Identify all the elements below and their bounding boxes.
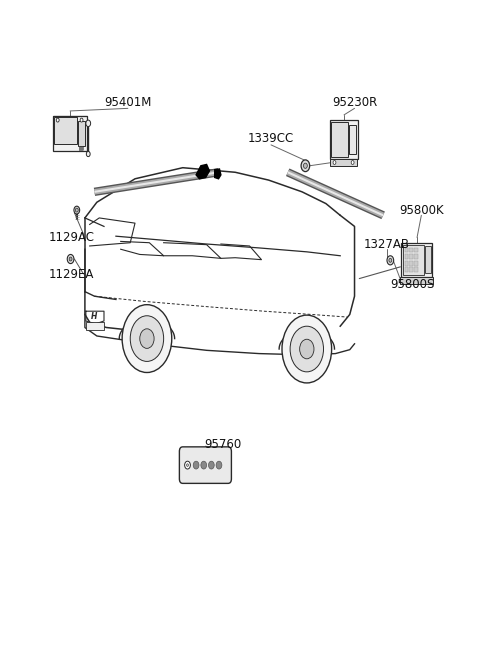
Circle shape bbox=[333, 160, 336, 164]
Circle shape bbox=[122, 305, 172, 373]
Text: 1129AC: 1129AC bbox=[49, 231, 95, 244]
Circle shape bbox=[74, 206, 80, 214]
Text: 95401M: 95401M bbox=[104, 96, 152, 109]
Circle shape bbox=[67, 254, 74, 263]
Bar bbox=[349, 124, 357, 154]
Bar bbox=[403, 245, 424, 274]
Bar bbox=[86, 322, 105, 330]
Text: 95800K: 95800K bbox=[399, 204, 444, 217]
Circle shape bbox=[303, 163, 307, 168]
Bar bbox=[330, 159, 358, 166]
Circle shape bbox=[201, 461, 206, 469]
Bar bbox=[409, 248, 413, 252]
Bar bbox=[414, 267, 418, 272]
Bar bbox=[53, 115, 87, 151]
Circle shape bbox=[208, 461, 214, 469]
Polygon shape bbox=[196, 164, 209, 179]
Bar bbox=[405, 248, 408, 252]
Bar bbox=[54, 117, 77, 143]
Text: H: H bbox=[91, 312, 97, 321]
Text: 95230R: 95230R bbox=[332, 96, 377, 109]
Circle shape bbox=[86, 120, 91, 126]
Bar bbox=[414, 248, 418, 252]
Circle shape bbox=[351, 160, 354, 164]
Circle shape bbox=[300, 339, 314, 359]
Circle shape bbox=[282, 315, 332, 383]
Circle shape bbox=[130, 316, 164, 362]
Bar bbox=[405, 267, 408, 272]
Bar bbox=[331, 122, 348, 157]
Bar bbox=[400, 276, 433, 284]
Circle shape bbox=[387, 255, 394, 265]
Text: 95760: 95760 bbox=[204, 438, 242, 451]
Circle shape bbox=[193, 461, 199, 469]
Bar bbox=[330, 120, 359, 159]
Circle shape bbox=[69, 257, 72, 261]
Circle shape bbox=[389, 258, 392, 262]
Bar bbox=[79, 146, 80, 150]
Circle shape bbox=[86, 151, 90, 157]
Bar bbox=[414, 254, 418, 259]
Bar bbox=[425, 246, 431, 273]
Circle shape bbox=[80, 118, 83, 122]
Text: 1339CC: 1339CC bbox=[248, 132, 294, 145]
Circle shape bbox=[56, 118, 59, 122]
Bar bbox=[409, 267, 413, 272]
Bar bbox=[409, 254, 413, 259]
Circle shape bbox=[187, 464, 189, 466]
Bar bbox=[405, 261, 408, 265]
Circle shape bbox=[290, 326, 324, 372]
Circle shape bbox=[301, 160, 310, 172]
Circle shape bbox=[75, 208, 78, 212]
Circle shape bbox=[140, 329, 154, 348]
Bar bbox=[414, 261, 418, 265]
Text: 95800S: 95800S bbox=[391, 278, 435, 291]
FancyBboxPatch shape bbox=[180, 447, 231, 483]
Circle shape bbox=[185, 461, 191, 469]
Bar bbox=[81, 146, 82, 150]
Polygon shape bbox=[215, 169, 221, 179]
Bar bbox=[78, 121, 85, 146]
Text: 1129EA: 1129EA bbox=[49, 267, 95, 280]
Bar bbox=[409, 261, 413, 265]
Bar bbox=[83, 146, 84, 150]
Text: 1327AB: 1327AB bbox=[364, 238, 410, 250]
Bar bbox=[401, 243, 432, 276]
Bar bbox=[405, 254, 408, 259]
Circle shape bbox=[216, 461, 222, 469]
